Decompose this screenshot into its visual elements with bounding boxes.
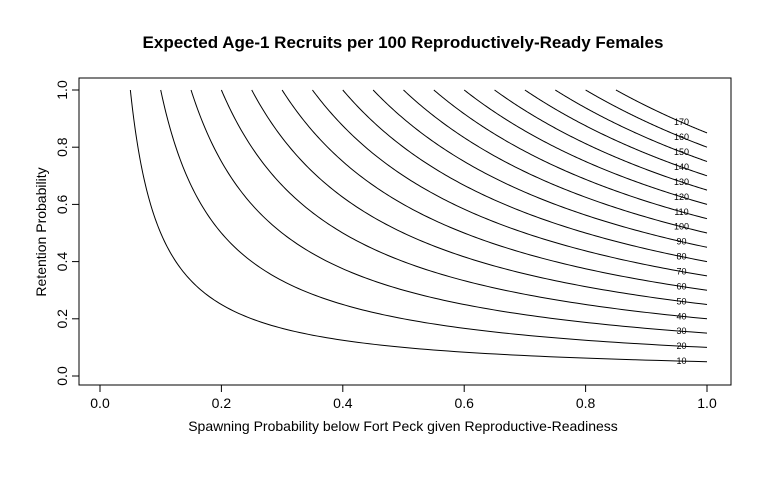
contour-label-30: 30 — [676, 326, 686, 336]
x-tick-label: 0.2 — [212, 395, 232, 411]
contour-line-120 — [463, 89, 708, 205]
x-axis-label: Spawning Probability below Fort Peck giv… — [188, 418, 618, 434]
contour-line-130 — [494, 89, 708, 191]
contour-line-70 — [312, 89, 708, 277]
contour-line-170 — [615, 89, 708, 134]
y-tick-label: 0.4 — [54, 252, 70, 272]
contour-line-60 — [281, 89, 708, 291]
contour-lines — [129, 89, 708, 363]
contour-label-170: 170 — [674, 117, 689, 127]
contour-labels: 10 20 30 40 50 60 70 80 90 100 110 120 130 140 150 160 1… — [674, 117, 689, 366]
contour-label-100: 100 — [674, 222, 689, 232]
contour-label-40: 40 — [676, 311, 686, 321]
contour-line-160 — [585, 89, 708, 148]
contour-label-120: 120 — [674, 192, 689, 202]
y-tick-label: 0.8 — [54, 137, 70, 157]
contour-line-100 — [403, 89, 708, 234]
contour-label-90: 90 — [676, 237, 686, 247]
contour-label-110: 110 — [674, 207, 688, 217]
contour-label-80: 80 — [676, 252, 686, 262]
contour-label-50: 50 — [676, 296, 686, 306]
contour-label-10: 10 — [676, 356, 686, 366]
y-axis: 0.0 0.2 0.4 0.6 0.8 1.0 — [54, 80, 80, 386]
plot-frame — [78, 77, 732, 386]
contour-line-30 — [190, 89, 708, 334]
contour-label-130: 130 — [674, 177, 689, 187]
y-tick-label: 1.0 — [54, 80, 70, 100]
contour-line-40 — [220, 89, 708, 320]
x-tick-label: 1.0 — [697, 395, 717, 411]
y-tick-label: 0.0 — [54, 366, 70, 386]
contour-label-70: 70 — [676, 267, 686, 277]
contour-label-60: 60 — [676, 281, 686, 291]
contour-line-50 — [251, 89, 708, 305]
chart-title: Expected Age-1 Recruits per 100 Reproduc… — [143, 33, 664, 52]
y-axis-label: Retention Probability — [33, 167, 49, 296]
contour-line-90 — [372, 89, 708, 248]
contour-label-140: 140 — [674, 162, 689, 172]
contour-label-150: 150 — [674, 147, 689, 157]
x-tick-label: 0.6 — [454, 395, 474, 411]
contour-line-110 — [433, 89, 708, 220]
x-tick-label: 0.4 — [333, 395, 353, 411]
contour-line-140 — [524, 89, 708, 177]
contour-label-160: 160 — [674, 132, 689, 142]
y-tick-label: 0.2 — [54, 309, 70, 329]
y-tick-label: 0.6 — [54, 194, 70, 214]
contour-label-20: 20 — [676, 341, 686, 351]
contour-line-80 — [342, 89, 708, 263]
x-tick-label: 0.0 — [90, 395, 110, 411]
contour-line-10 — [129, 89, 708, 363]
contour-line-150 — [554, 89, 708, 162]
x-tick-label: 0.8 — [576, 395, 596, 411]
contour-line-20 — [160, 89, 708, 348]
x-axis: 0.0 0.2 0.4 0.6 0.8 1.0 — [90, 384, 717, 411]
